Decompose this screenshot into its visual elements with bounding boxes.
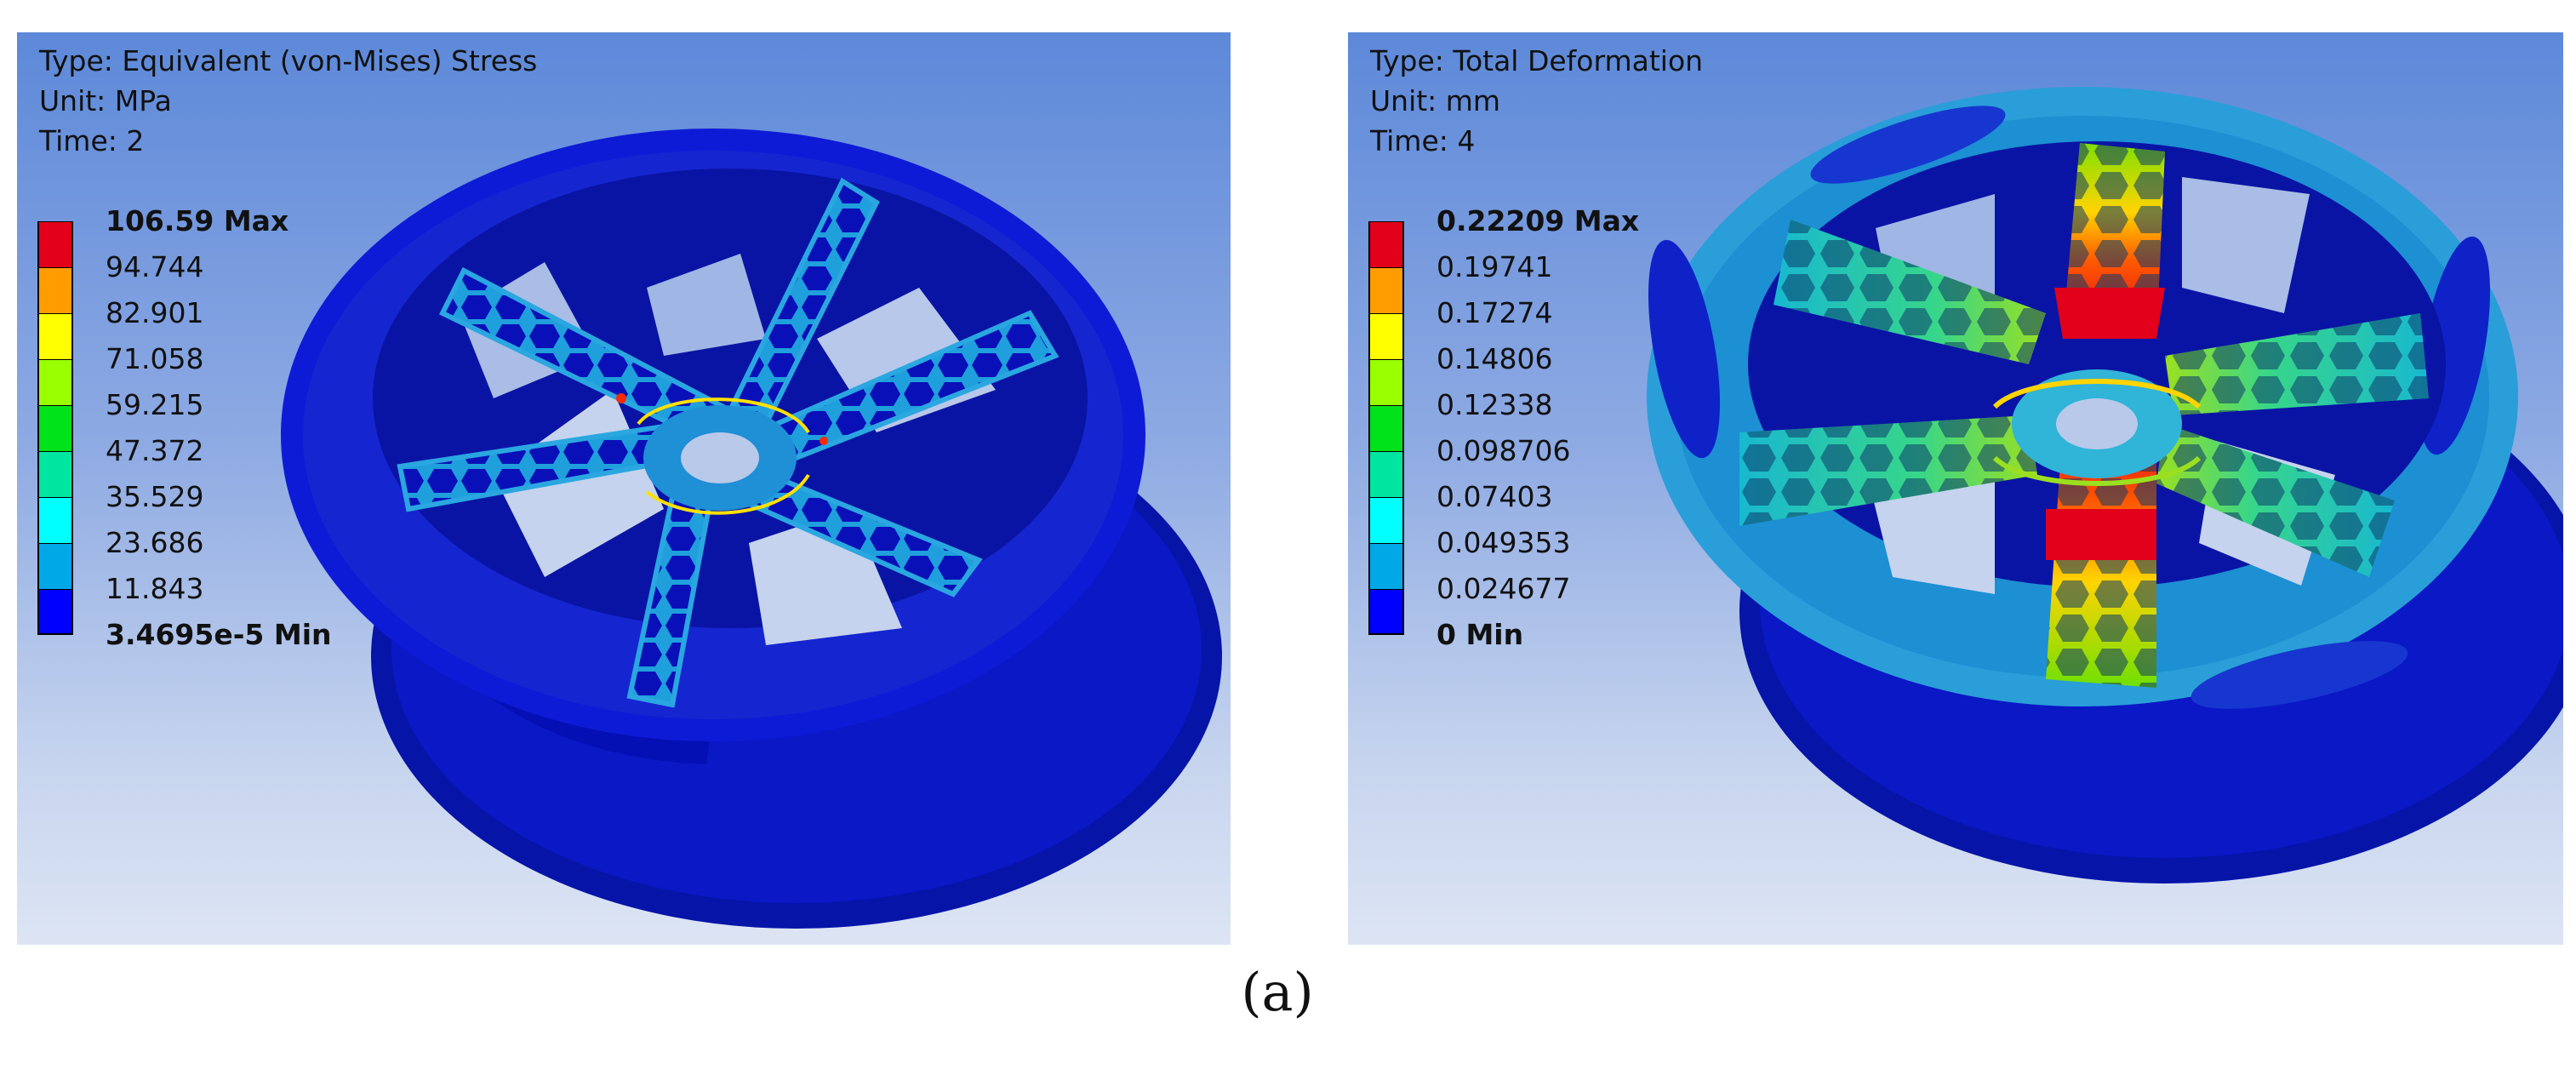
stress-result-info: Type: Equivalent (von-Mises) Stress Unit… [39, 41, 537, 161]
legend-swatch [1368, 267, 1404, 313]
legend-label: 59.215 [106, 388, 204, 421]
legend-label: 35.529 [106, 480, 204, 513]
legend-label: 0.14806 [1437, 342, 1553, 375]
legend-swatch [1368, 589, 1404, 635]
stress-result-viewport[interactable]: Type: Equivalent (von-Mises) Stress Unit… [17, 32, 1231, 945]
legend-swatch [1368, 451, 1404, 497]
legend-max-label: 106.59 Max [106, 204, 289, 237]
legend-label: 0.12338 [1437, 388, 1553, 421]
legend-label: 0.049353 [1437, 526, 1571, 559]
legend-label: 23.686 [106, 526, 204, 559]
legend-swatch [37, 313, 73, 359]
legend-label: 0.19741 [1437, 250, 1553, 283]
result-unit-label: Unit: mm [1370, 84, 1501, 117]
legend-swatch [37, 359, 73, 405]
legend-min-label: 0 Min [1437, 618, 1524, 651]
legend-max-label: 0.22209 Max [1437, 204, 1640, 237]
legend-swatch [1368, 497, 1404, 543]
legend-label: 0.17274 [1437, 296, 1553, 329]
legend-swatch [1368, 359, 1404, 405]
legend-label: 71.058 [106, 342, 204, 375]
figure-caption: (a) [1241, 961, 1314, 1023]
legend-swatch [37, 221, 73, 267]
legend-swatch [1368, 221, 1404, 267]
legend-swatch [1368, 313, 1404, 359]
legend-swatch [1368, 543, 1404, 589]
result-time-label: Time: 4 [1370, 124, 1476, 157]
legend-swatch [1368, 405, 1404, 451]
legend-label: 0.024677 [1437, 572, 1571, 605]
legend-swatch [37, 267, 73, 313]
legend-swatch [37, 497, 73, 543]
legend-swatch [37, 589, 73, 635]
result-unit-label: Unit: MPa [39, 84, 172, 117]
result-time-label: Time: 2 [39, 124, 145, 157]
wheel-stress-model [281, 129, 1222, 929]
legend-label: 0.07403 [1437, 480, 1553, 513]
legend-label: 47.372 [106, 434, 204, 467]
deformation-result-viewport[interactable]: Type: Total Deformation Unit: mm Time: 4… [1348, 32, 2563, 945]
legend-swatch [37, 405, 73, 451]
result-type-label: Type: Equivalent (von-Mises) Stress [39, 44, 538, 77]
legend-label: 0.098706 [1437, 434, 1571, 467]
legend-min-label: 3.4695e-5 Min [106, 618, 332, 651]
legend-label: 94.744 [106, 250, 204, 283]
legend-swatch [37, 451, 73, 497]
legend-label: 82.901 [106, 296, 204, 329]
legend-label: 11.843 [106, 572, 204, 605]
wheel-deformation-model [1647, 87, 2563, 883]
legend-swatch [37, 543, 73, 589]
result-type-label: Type: Total Deformation [1370, 44, 1704, 77]
deformation-result-info: Type: Total Deformation Unit: mm Time: 4 [1370, 41, 1703, 161]
